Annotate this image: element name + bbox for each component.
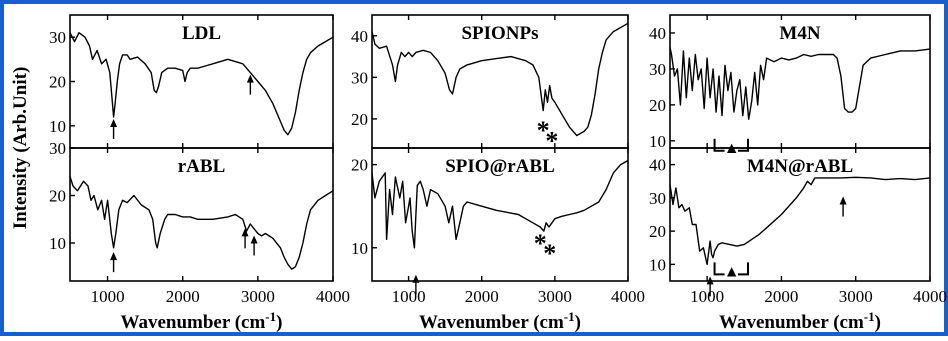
peak-arrowhead: [241, 228, 249, 237]
x-tick-label: 2000: [465, 287, 499, 306]
region-bracket: [713, 262, 749, 276]
panel-title: rABL: [178, 156, 226, 177]
spectrum-line: [669, 176, 931, 266]
x-tick-label: 1000: [91, 287, 125, 306]
y-tick-label: 20: [649, 96, 666, 115]
peak-arrowhead: [706, 276, 714, 285]
panel-title: LDL: [182, 23, 221, 44]
x-tick-label: 4000: [316, 287, 350, 306]
y-tick-label: 30: [49, 139, 66, 158]
y-tick-label: 20: [49, 187, 66, 206]
peak-star: *: [543, 239, 556, 268]
x-tick-label: 3000: [538, 287, 572, 306]
y-tick-label: 20: [351, 110, 368, 129]
panel-title: SPIO@rABL: [445, 156, 555, 177]
y-tick-label: 30: [649, 60, 666, 79]
y-tick-label: 20: [49, 73, 66, 92]
spectrum-line: [371, 159, 629, 249]
panel-spio-rabl: 10 20 SPIO@rABL **: [351, 147, 629, 295]
x-tick-label: 3000: [839, 287, 873, 306]
y-tick-label: 40: [649, 24, 666, 43]
y-tick-label: 30: [351, 68, 368, 87]
spectrum-line: [69, 176, 334, 270]
x-tick-label: 3000: [241, 287, 275, 306]
panel-spionps: 20 30 40 SPIONPs **: [351, 14, 629, 156]
x-tick-label: 4000: [611, 287, 645, 306]
peak-star: *: [545, 127, 558, 156]
y-tick-label: 20: [351, 156, 368, 175]
y-tick-label: 10: [49, 117, 66, 136]
x-tick-label: 1000: [392, 287, 426, 306]
x-tick-label: 2000: [166, 287, 200, 306]
y-tick-label: 10: [649, 132, 666, 151]
spectrum-line: [69, 32, 334, 136]
x-axis-title: Wavenumber (cm-1): [719, 309, 881, 333]
x-tick-label: 1000: [690, 287, 724, 306]
plot-frame: [69, 147, 334, 282]
peak-arrowhead: [839, 196, 847, 205]
peak-arrowhead: [110, 252, 118, 261]
peak-arrowhead: [412, 274, 420, 283]
plot-frame: [371, 147, 629, 282]
x-axis-title: Wavenumber (cm-1): [419, 309, 581, 333]
y-tick-label: 40: [649, 156, 666, 175]
x-tick-label: 4000: [913, 287, 947, 306]
panel-title: M4N: [779, 23, 820, 44]
panel-rabl: 10 20 30 rABL: [49, 139, 334, 282]
peak-star: *: [534, 229, 547, 258]
y-axis-title: Intensity (Arb.Unit): [10, 67, 31, 230]
spectrum-line: [669, 47, 931, 120]
y-tick-label: 30: [49, 28, 66, 47]
panel-ldl: 10 20 30 LDL: [49, 14, 334, 149]
peak-star: *: [537, 116, 550, 145]
peak-arrowhead: [250, 235, 258, 244]
region-marker: ▲: [724, 263, 740, 280]
y-tick-label: 30: [649, 189, 666, 208]
panel-m4n-rabl: 10 20 30 40 M4N@rABL ▲: [649, 147, 931, 297]
y-tick-label: 10: [351, 239, 368, 258]
peak-arrowhead: [110, 118, 118, 127]
y-tick-label: 20: [649, 222, 666, 241]
panel-title: SPIONPs: [461, 23, 538, 44]
panel-title: M4N@rABL: [747, 156, 853, 177]
region-bracket: [713, 138, 749, 152]
x-tick-label: 2000: [764, 287, 798, 306]
x-axis-title: Wavenumber (cm-1): [121, 309, 283, 333]
y-tick-label: 10: [649, 255, 666, 274]
plot-frame: [669, 147, 931, 282]
peak-arrowhead: [246, 74, 254, 83]
spectrum-line: [371, 22, 629, 137]
y-tick-label: 10: [49, 234, 66, 253]
y-tick-label: 40: [351, 27, 368, 46]
